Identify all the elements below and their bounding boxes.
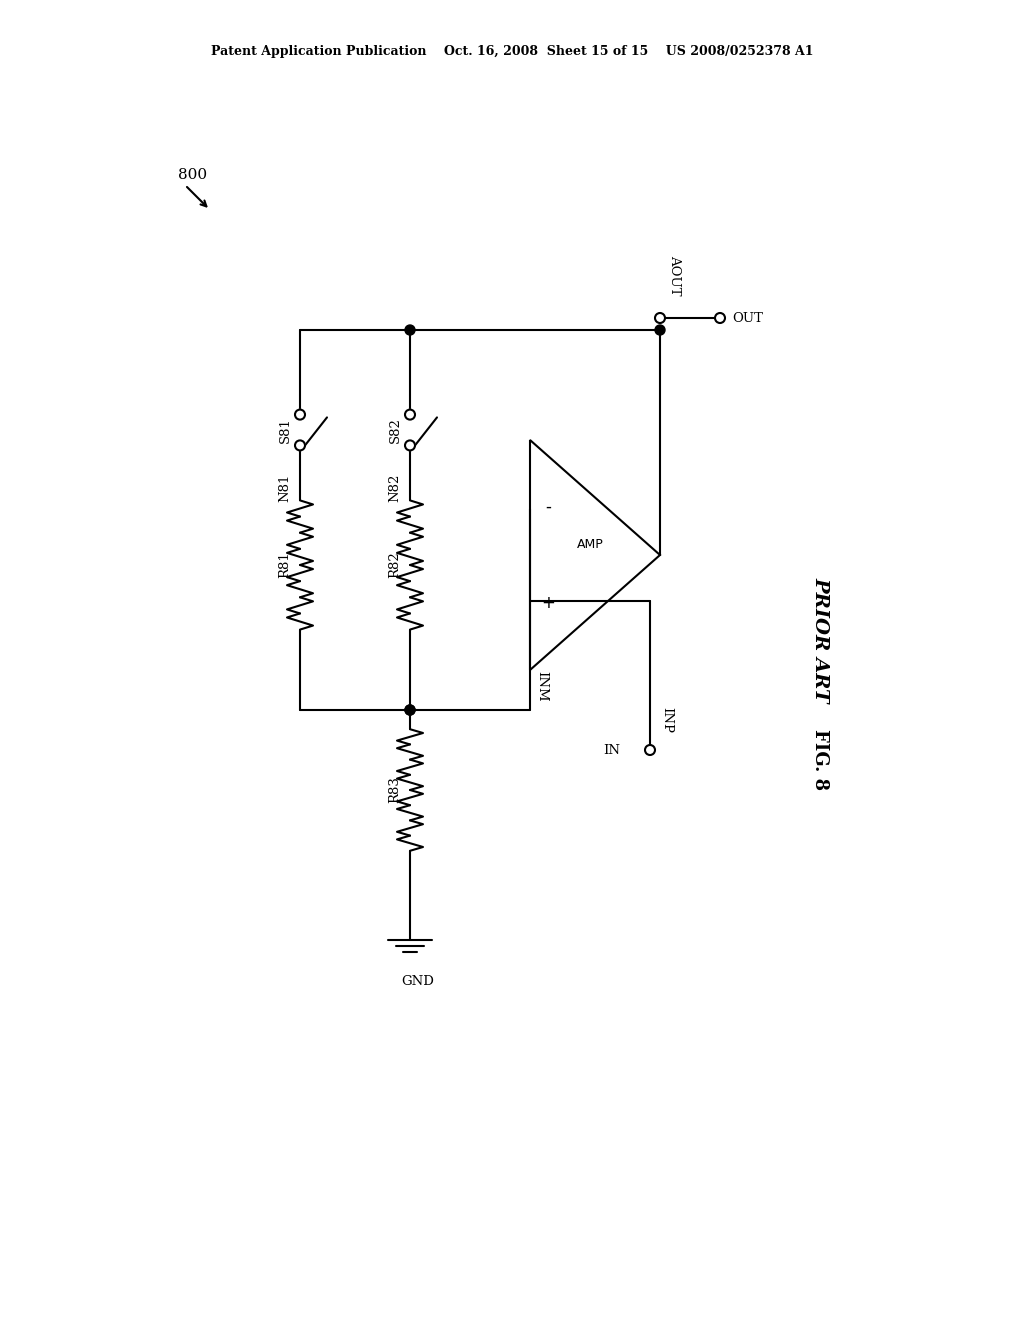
Circle shape	[655, 313, 665, 323]
Circle shape	[645, 744, 655, 755]
Text: N81: N81	[279, 474, 292, 502]
Text: S81: S81	[279, 417, 292, 444]
Text: +: +	[541, 594, 555, 612]
Text: R82: R82	[388, 552, 401, 578]
Text: 800: 800	[178, 168, 207, 182]
Circle shape	[295, 409, 305, 420]
Circle shape	[406, 705, 415, 715]
Circle shape	[295, 441, 305, 450]
Text: INM: INM	[535, 672, 548, 702]
Text: R81: R81	[279, 552, 292, 578]
Text: FIG. 8: FIG. 8	[811, 730, 829, 791]
Text: IN: IN	[603, 743, 620, 756]
Text: -: -	[545, 498, 551, 516]
Text: PRIOR ART: PRIOR ART	[811, 577, 829, 702]
Circle shape	[406, 441, 415, 450]
Circle shape	[715, 313, 725, 323]
Circle shape	[406, 325, 415, 335]
Text: Patent Application Publication    Oct. 16, 2008  Sheet 15 of 15    US 2008/02523: Patent Application Publication Oct. 16, …	[211, 45, 813, 58]
Text: INP: INP	[660, 708, 673, 733]
Circle shape	[406, 409, 415, 420]
Text: AOUT: AOUT	[668, 255, 681, 296]
Text: R83: R83	[388, 776, 401, 804]
Text: N82: N82	[388, 474, 401, 502]
Circle shape	[406, 705, 415, 715]
Text: GND: GND	[401, 975, 434, 987]
Text: S82: S82	[388, 417, 401, 444]
Circle shape	[655, 325, 665, 335]
Text: AMP: AMP	[577, 539, 603, 552]
Text: OUT: OUT	[732, 312, 763, 325]
